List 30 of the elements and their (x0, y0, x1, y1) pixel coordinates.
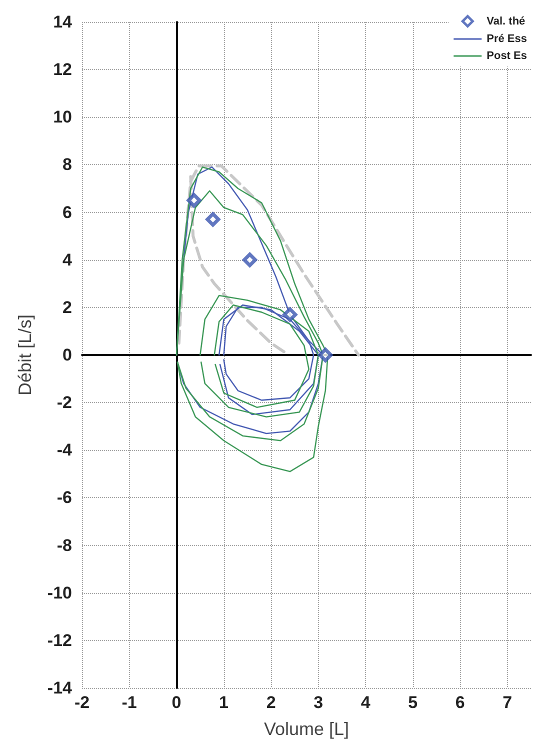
y-axis-title: Débit [L/s] (15, 314, 35, 396)
x-tick-label: 4 (360, 693, 371, 712)
x-tick-label: 0 (172, 693, 182, 712)
y-tick-label: -6 (56, 488, 72, 508)
x-tick-label: 5 (408, 693, 418, 712)
legend-label: Pré Ess (486, 33, 528, 45)
y-tick-label: 4 (62, 250, 73, 270)
y-tick-label: -14 (47, 678, 73, 698)
x-axis-title: Volume [L] (264, 719, 350, 739)
x-tick-label: -2 (74, 693, 90, 712)
y-tick-label: -4 (56, 440, 73, 460)
y-tick-label: 8 (62, 155, 72, 174)
x-tick-label: 2 (266, 693, 276, 712)
y-tick-label: 14 (53, 12, 73, 32)
y-tick-label: 10 (53, 108, 72, 127)
y-tick-label: 2 (62, 298, 72, 317)
x-tick-label: -1 (122, 693, 137, 712)
y-tick-label: -10 (47, 583, 72, 602)
y-tick-label: 0 (62, 346, 72, 364)
x-tick-label: 7 (502, 693, 512, 712)
x-tick-label: 1 (219, 693, 229, 712)
y-tick-label: 6 (62, 202, 72, 222)
y-tick-label: -8 (56, 536, 72, 555)
x-tick-label: 3 (314, 693, 324, 712)
legend-label: Val. thé (486, 15, 526, 28)
x-tick-label: 6 (455, 693, 465, 712)
y-tick-label: 12 (53, 60, 72, 80)
y-tick-label: -2 (56, 393, 72, 412)
legend-label: Post Es (486, 50, 527, 62)
y-tick-label: -12 (47, 630, 72, 650)
